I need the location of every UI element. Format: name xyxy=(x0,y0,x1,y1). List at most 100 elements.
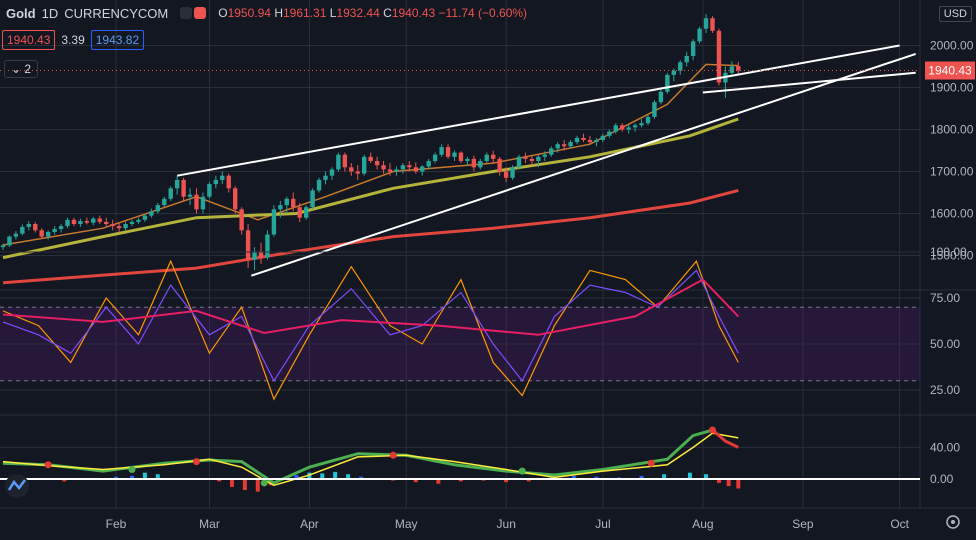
candle xyxy=(349,163,354,176)
candle xyxy=(594,137,599,147)
histogram-bar xyxy=(242,479,247,491)
x-tick-label: Feb xyxy=(106,517,127,531)
last-price-label: 1940.43 xyxy=(928,64,972,78)
buy-price[interactable]: 1943.82 xyxy=(90,30,145,50)
candle-body xyxy=(239,209,244,231)
candle xyxy=(549,146,554,157)
candle xyxy=(652,100,657,119)
candle-body xyxy=(703,18,709,29)
candle-body xyxy=(594,140,599,143)
candle xyxy=(536,154,541,168)
histogram-bar xyxy=(346,474,351,479)
candle xyxy=(278,200,283,218)
candle xyxy=(291,192,296,212)
y-tick-label: 100.00 xyxy=(930,245,967,259)
candle-body xyxy=(168,188,173,199)
candle xyxy=(168,186,173,201)
candle-body xyxy=(220,175,225,180)
candle-body xyxy=(20,226,25,234)
candle-body xyxy=(303,207,309,218)
candle-body xyxy=(33,224,38,231)
candle-body xyxy=(516,156,522,168)
candle-body xyxy=(297,207,302,218)
candle xyxy=(407,161,412,172)
candle xyxy=(71,217,77,227)
candle xyxy=(568,140,573,149)
candle xyxy=(52,226,57,235)
candle-body xyxy=(65,219,70,227)
status-dots[interactable] xyxy=(180,7,207,19)
cross-marker xyxy=(518,467,526,475)
candle xyxy=(245,224,251,269)
candle-body xyxy=(142,215,148,220)
candle-body xyxy=(400,165,406,170)
y-tick-label: 1800.00 xyxy=(930,123,974,137)
symbol-label[interactable]: Gold xyxy=(6,5,36,21)
histogram-bar xyxy=(571,475,576,479)
x-tick-label: Apr xyxy=(300,517,319,531)
candle-body xyxy=(465,158,470,161)
histogram-bar xyxy=(358,476,363,479)
candle-body xyxy=(316,179,322,191)
candle xyxy=(394,166,399,176)
candle-body xyxy=(13,233,19,237)
candle xyxy=(0,243,6,251)
histogram-bar xyxy=(130,475,134,479)
collapse-indicators-button[interactable]: ⌄ 2 xyxy=(4,60,39,78)
trendline xyxy=(251,52,916,277)
candle xyxy=(142,213,148,222)
candle-body xyxy=(284,198,289,206)
candle-body xyxy=(368,156,373,161)
candle xyxy=(613,123,618,134)
moving-average-line xyxy=(2,117,739,260)
candle xyxy=(323,171,328,185)
candle-body xyxy=(323,175,328,180)
interval-label[interactable]: 1D xyxy=(41,5,59,21)
candle xyxy=(78,218,83,227)
histogram-bar xyxy=(320,473,325,479)
candle-body xyxy=(336,154,341,170)
candle xyxy=(181,177,186,201)
candle xyxy=(310,188,315,210)
candle-body xyxy=(233,188,238,210)
candle-body xyxy=(632,125,638,128)
candle-body xyxy=(226,175,231,189)
histogram-bar xyxy=(704,474,709,479)
x-tick-label: Jul xyxy=(595,517,610,531)
candle xyxy=(678,60,683,75)
sell-price[interactable]: 1940.43 xyxy=(2,30,56,50)
change-value: −11.74 (−0.60%) xyxy=(438,6,528,20)
candle-body xyxy=(110,224,115,227)
candle xyxy=(104,217,109,227)
candle-body xyxy=(58,226,64,230)
candle-body xyxy=(136,219,141,222)
candle-body xyxy=(71,219,77,224)
candle xyxy=(478,158,483,170)
candle xyxy=(620,123,625,132)
candle-body xyxy=(265,234,270,258)
histogram-bar xyxy=(436,479,441,484)
moving-average-line xyxy=(2,63,739,246)
candle xyxy=(336,152,341,172)
candle xyxy=(220,171,225,185)
candle-body xyxy=(104,221,109,224)
histogram-signal-line xyxy=(711,428,739,449)
histogram-bar xyxy=(307,472,312,479)
candle xyxy=(155,203,160,214)
open-value: 1950.94 xyxy=(227,6,271,20)
candle xyxy=(639,119,644,128)
candle-body xyxy=(45,231,51,237)
currency-button[interactable]: USD xyxy=(938,6,972,22)
candle xyxy=(581,133,586,143)
candle-body xyxy=(84,221,90,223)
candle xyxy=(252,247,257,271)
candle xyxy=(400,163,406,174)
histogram-bar xyxy=(736,479,741,489)
candle xyxy=(265,230,270,260)
histogram-bar xyxy=(687,472,692,479)
histogram-bar xyxy=(594,476,599,479)
candle xyxy=(149,208,154,218)
candle-body xyxy=(729,66,735,73)
last-price-tag xyxy=(925,61,975,80)
